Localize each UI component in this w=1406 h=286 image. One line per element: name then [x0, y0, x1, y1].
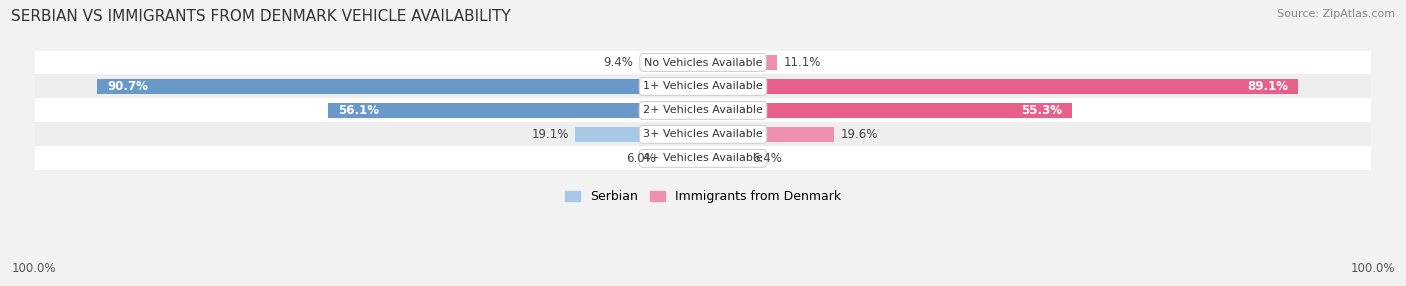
Bar: [575, 127, 703, 142]
Text: 100.0%: 100.0%: [1350, 262, 1395, 275]
Text: 19.1%: 19.1%: [531, 128, 569, 141]
Text: Source: ZipAtlas.com: Source: ZipAtlas.com: [1277, 9, 1395, 19]
Bar: [97, 79, 703, 94]
Bar: [35, 51, 1371, 74]
Bar: [35, 146, 1371, 170]
Bar: [97, 79, 703, 94]
Text: 19.6%: 19.6%: [841, 128, 877, 141]
Text: 89.1%: 89.1%: [1247, 80, 1288, 93]
Bar: [640, 55, 703, 70]
Bar: [703, 103, 1073, 118]
Bar: [662, 151, 703, 166]
Bar: [35, 122, 1371, 146]
Legend: Serbian, Immigrants from Denmark: Serbian, Immigrants from Denmark: [560, 185, 846, 208]
Bar: [703, 55, 778, 70]
Text: 11.1%: 11.1%: [783, 56, 821, 69]
Text: No Vehicles Available: No Vehicles Available: [644, 57, 762, 67]
Bar: [703, 79, 1298, 94]
Text: 90.7%: 90.7%: [107, 80, 148, 93]
Text: 3+ Vehicles Available: 3+ Vehicles Available: [643, 130, 763, 139]
Text: SERBIAN VS IMMIGRANTS FROM DENMARK VEHICLE AVAILABILITY: SERBIAN VS IMMIGRANTS FROM DENMARK VEHIC…: [11, 9, 510, 23]
Bar: [703, 103, 1073, 118]
Bar: [662, 151, 703, 166]
Text: 1+ Vehicles Available: 1+ Vehicles Available: [643, 82, 763, 92]
Bar: [328, 103, 703, 118]
Text: 55.3%: 55.3%: [1021, 104, 1063, 117]
Text: 2+ Vehicles Available: 2+ Vehicles Available: [643, 106, 763, 116]
Bar: [703, 151, 745, 166]
Bar: [703, 127, 834, 142]
Text: 4+ Vehicles Available: 4+ Vehicles Available: [643, 153, 763, 163]
Bar: [35, 98, 1371, 122]
Text: 100.0%: 100.0%: [11, 262, 56, 275]
Bar: [640, 55, 703, 70]
Bar: [703, 79, 1298, 94]
Text: 6.0%: 6.0%: [627, 152, 657, 165]
Bar: [703, 151, 745, 166]
Bar: [703, 127, 834, 142]
Bar: [703, 55, 778, 70]
Bar: [575, 127, 703, 142]
Bar: [328, 103, 703, 118]
Text: 9.4%: 9.4%: [603, 56, 634, 69]
Bar: [35, 74, 1371, 98]
Text: 6.4%: 6.4%: [752, 152, 782, 165]
Text: 56.1%: 56.1%: [339, 104, 380, 117]
